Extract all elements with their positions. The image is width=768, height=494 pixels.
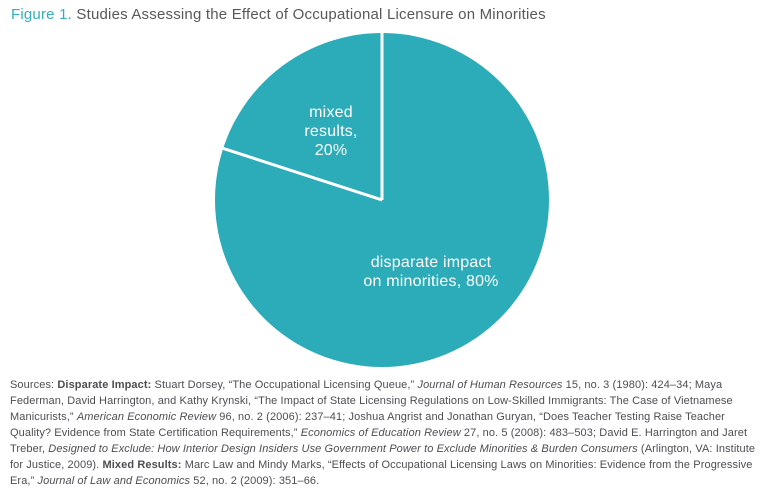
figure-title: Figure 1. Studies Assessing the Effect o… xyxy=(11,6,546,24)
figure-number: Figure 1. xyxy=(11,6,72,23)
sources-segment: Mixed Results: xyxy=(102,459,185,471)
pie-divider xyxy=(222,146,383,202)
slice-label-disparate-impact: disparate impact on minorities, 80% xyxy=(363,254,499,290)
sources-segment: Marc Law and Mindy Marks, “Effects of Oc… xyxy=(10,459,753,487)
sources-note: Sources: Disparate Impact: Stuart Dorsey… xyxy=(10,377,760,489)
sources-segment: (Arlington, VA: Institute for Justice, 2… xyxy=(10,443,756,471)
sources-segment: Stuart Dorsey, “The Occupational Licensi… xyxy=(154,379,418,391)
figure-title-text: Studies Assessing the Effect of Occupati… xyxy=(76,6,546,23)
sources-segment: Disparate Impact: xyxy=(57,379,155,391)
sources-segment: Sources: xyxy=(10,379,58,391)
sources-segment: American Economic Review xyxy=(76,411,217,423)
sources-segment: 27, no. 5 (2008): 483–503; David E. Harr… xyxy=(10,427,748,455)
sources-segment: 96, no. 2 (2006): 237–41; Joshua Angrist… xyxy=(10,411,725,439)
sources-segment: Designed to Exclude: How Interior Design… xyxy=(48,443,638,455)
sources-segment: Journal of Law and Economics xyxy=(37,475,191,487)
sources-segment: 52, no. 2 (2009): 351–66. xyxy=(190,475,320,487)
sources-segment: Economics of Education Review xyxy=(300,427,461,439)
sources-segment: 15, no. 3 (1980): 424–34; Maya Federman,… xyxy=(10,379,733,423)
slice-label-mixed-results: mixed results, 20% xyxy=(304,104,358,159)
sources-segment: Journal of Human Resources xyxy=(417,379,563,391)
